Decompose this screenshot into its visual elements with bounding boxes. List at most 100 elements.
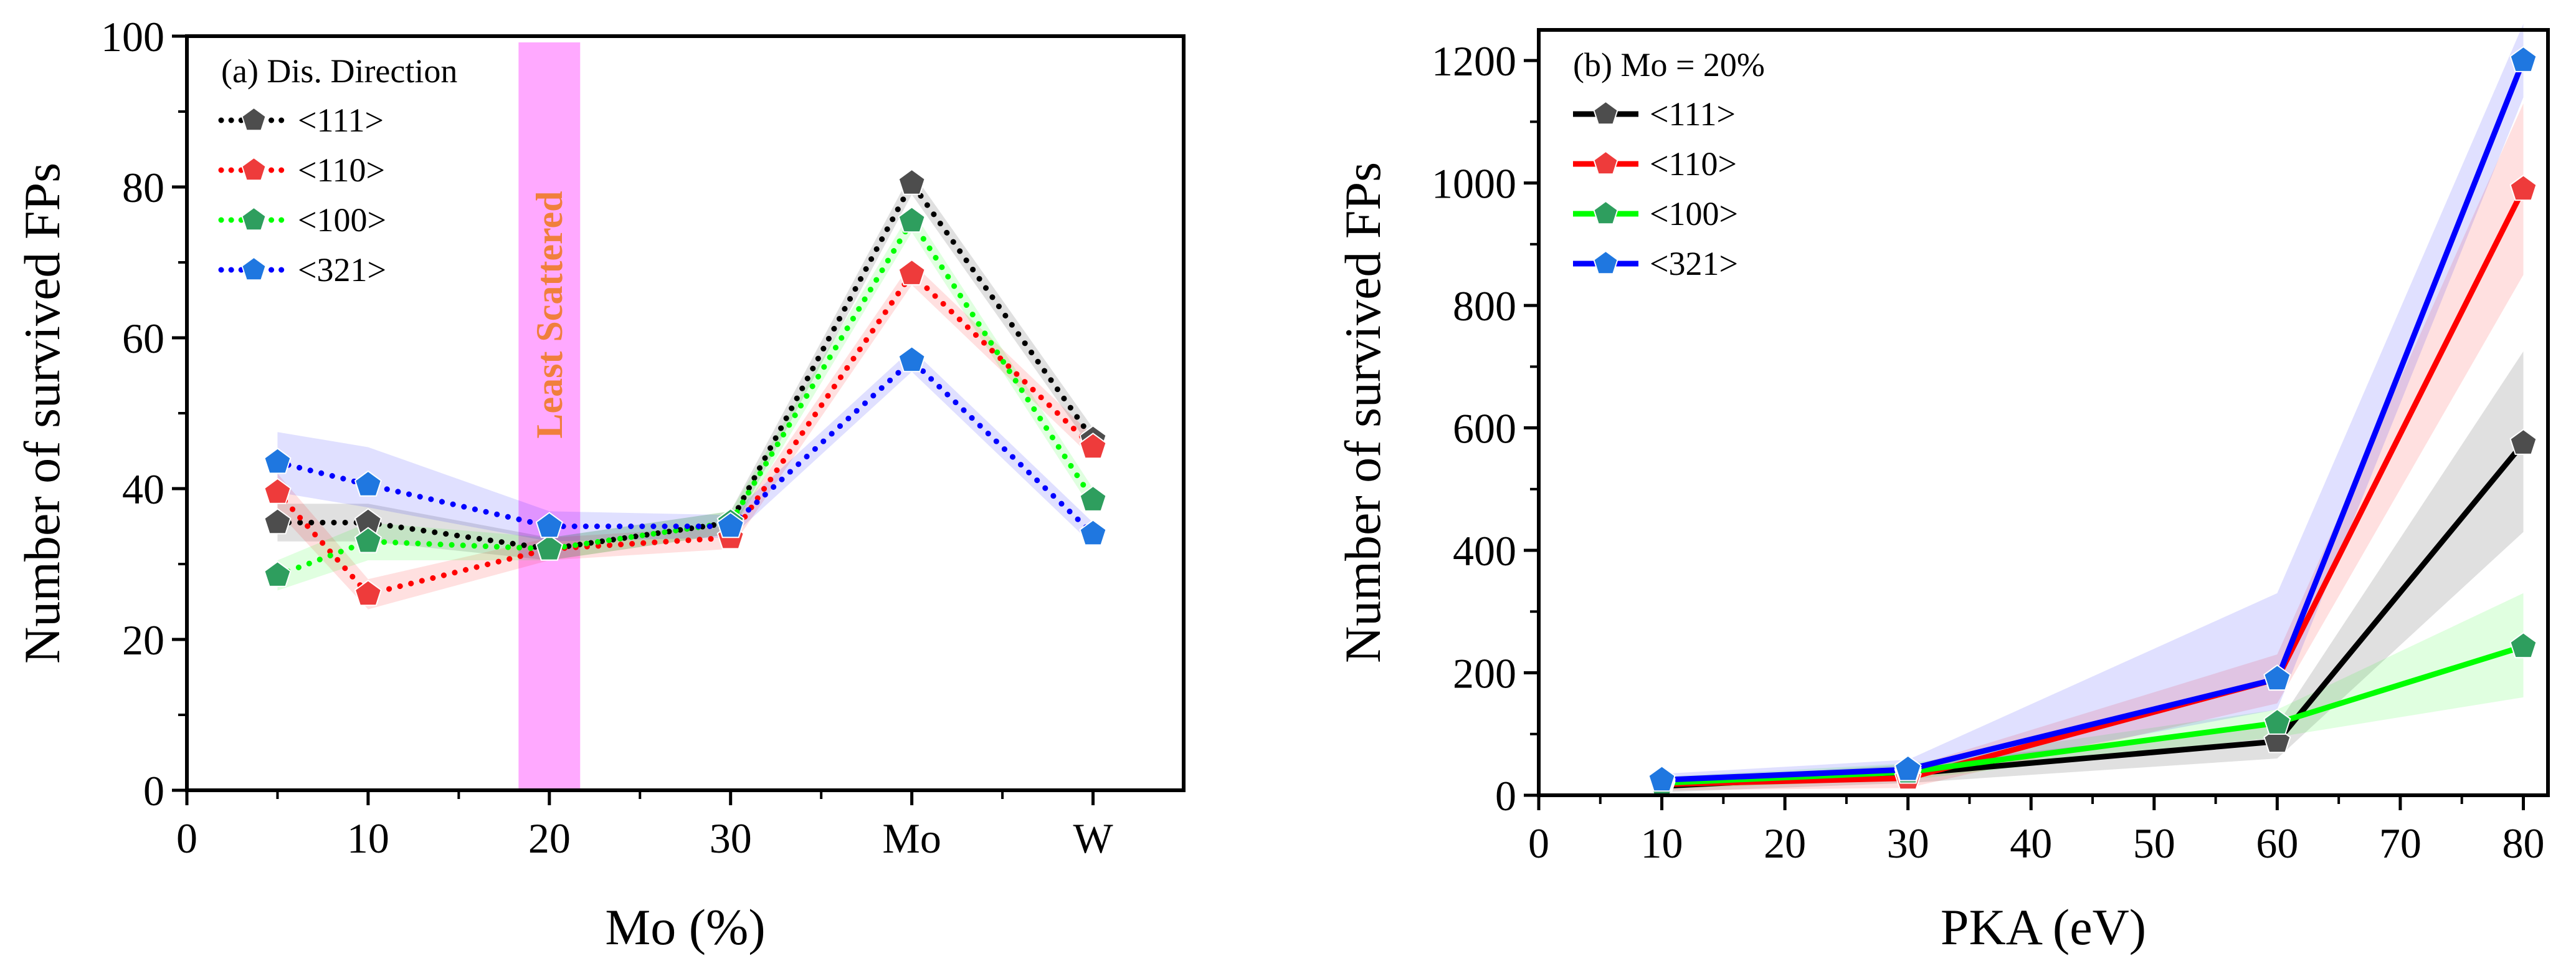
panel-b-marker-321 bbox=[2263, 664, 2291, 691]
panel-b-x-tick-label: 60 bbox=[2256, 820, 2298, 867]
panel-b-x-tick-label: 80 bbox=[2502, 820, 2544, 867]
panel-a-marker-100 bbox=[535, 534, 563, 561]
panel-b-x-tick-label: 20 bbox=[1764, 820, 1806, 867]
panel-a-legend-marker-321 bbox=[241, 256, 267, 281]
panel-a-marker-100 bbox=[1079, 485, 1107, 512]
panel-a-line-321 bbox=[274, 356, 1096, 537]
panel-b-marker-110 bbox=[2509, 175, 2537, 201]
panel-b-x-tick-label: 10 bbox=[1641, 820, 1683, 867]
panel-b-marker-321 bbox=[1648, 765, 1676, 792]
panel-a-legend-marker-110 bbox=[241, 156, 267, 181]
panel-a-y-tick-label: 40 bbox=[122, 466, 164, 513]
panel-b-legend: <111> <110> <100> <321> bbox=[1573, 95, 1738, 282]
panel-b-line-110 bbox=[1661, 188, 2526, 787]
panel-b-legend-marker-321 bbox=[1593, 250, 1618, 275]
panel-b-marker-321 bbox=[1894, 755, 1922, 782]
panel-b-label: (b) Mo = 20% bbox=[1573, 46, 1765, 84]
panel-a-label: (a) Dis. Direction bbox=[221, 52, 457, 90]
panel-a-line-100 bbox=[274, 215, 1096, 578]
panel-a-marker-110 bbox=[354, 580, 382, 606]
panel-a-legend-marker-100 bbox=[241, 206, 267, 231]
least-scattered-highlight bbox=[518, 42, 581, 790]
panel-a-x-axis-title: Mo (%) bbox=[605, 899, 765, 955]
panel-a-marker-321 bbox=[354, 470, 382, 497]
panel-b-y-tick-label: 600 bbox=[1453, 405, 1516, 452]
panel-a-legend-marker-111 bbox=[241, 107, 267, 132]
panel-b-y-axis-title: Number of survived FPs bbox=[1334, 162, 1391, 663]
panel-a-marker-321 bbox=[898, 346, 926, 373]
panel-b-marker-321 bbox=[2509, 45, 2537, 72]
panel-a-x-tick-label: 0 bbox=[176, 815, 197, 862]
panel-a: 0 10 20 30 Mo W 0 20 40 60 80 100 <111> <110> <100> <3… bbox=[14, 13, 1186, 955]
panel-b-y-tick-label: 800 bbox=[1453, 282, 1516, 330]
panel-a-marker-111 bbox=[898, 168, 926, 195]
panel-b-marker-111 bbox=[2509, 428, 2537, 455]
panel-b-legend-marker-100 bbox=[1593, 200, 1618, 225]
panel-b-legend-marker-111 bbox=[1593, 100, 1618, 125]
panel-b-y-tick-label: 1000 bbox=[1432, 160, 1516, 208]
panel-a-markers bbox=[264, 168, 1107, 606]
panel-a-legend: <111> <110> <100> <321> bbox=[218, 102, 386, 289]
panel-a-line-110 bbox=[274, 269, 1096, 598]
panel-b-marker-100 bbox=[2263, 708, 2291, 735]
panel-a-marker-321 bbox=[535, 512, 563, 538]
panel-b-marker-100 bbox=[2509, 632, 2537, 659]
panel-b-legend-label-110: <110> bbox=[1650, 145, 1737, 183]
panel-b-legend-label-100: <100> bbox=[1650, 195, 1738, 232]
panel-a-marker-100 bbox=[264, 560, 292, 587]
panel-a-marker-110 bbox=[264, 477, 292, 504]
panel-b-legend-label-111: <111> bbox=[1650, 95, 1736, 133]
panel-b-y-tick-label: 0 bbox=[1495, 772, 1516, 820]
panel-a-marker-111 bbox=[264, 508, 292, 535]
panel-a-x-tick-label: Mo bbox=[882, 815, 941, 862]
panel-a-band-321 bbox=[277, 349, 1093, 545]
panel-a-marker-100 bbox=[898, 206, 926, 233]
panel-a-y-tick-label: 100 bbox=[101, 13, 164, 60]
panel-a-marker-110 bbox=[1079, 433, 1107, 459]
panel-b-band-111 bbox=[1661, 351, 2524, 793]
panel-b-legend-label-321: <321> bbox=[1650, 245, 1738, 282]
panel-a-marker-321 bbox=[1079, 519, 1107, 546]
panel-a-legend-label-321: <321> bbox=[298, 251, 386, 289]
panel-a-marker-321 bbox=[716, 512, 744, 538]
panel-a-x-tick-label: 30 bbox=[710, 815, 752, 862]
least-scattered-label: Least Scattered bbox=[529, 191, 570, 438]
panel-b-lines bbox=[1661, 59, 2526, 789]
panel-b-x-axis-title: PKA (eV) bbox=[1941, 899, 2146, 955]
panel-a-x-tick-label: 20 bbox=[528, 815, 571, 862]
panel-a-legend-label-111: <111> bbox=[298, 102, 384, 139]
panel-a-y-axis-title: Number of survived FPs bbox=[14, 163, 70, 664]
panel-b-x-tick-label: 70 bbox=[2379, 820, 2422, 867]
panel-b-y-tick-label: 1200 bbox=[1432, 37, 1516, 85]
panel-a-band-100 bbox=[277, 209, 1093, 591]
panel-a-legend-label-110: <110> bbox=[298, 151, 385, 189]
panel-a-band-110 bbox=[277, 262, 1093, 610]
panel-b-x-tick-label: 50 bbox=[2133, 820, 2175, 867]
panel-a-y-tick-label: 80 bbox=[122, 164, 164, 211]
panel-b-plot-frame bbox=[1537, 28, 2550, 797]
panel-b-x-tick-label: 30 bbox=[1887, 820, 1929, 867]
panel-a-legend-label-100: <100> bbox=[298, 201, 386, 239]
panel-b-x-tick-label: 40 bbox=[2010, 820, 2052, 867]
highlight-band bbox=[518, 42, 581, 790]
panel-a-x-tick-label: 10 bbox=[347, 815, 389, 862]
panel-a-y-tick-label: 60 bbox=[122, 315, 164, 362]
panel-a-x-tick-label: W bbox=[1073, 815, 1113, 862]
panel-b-line-321 bbox=[1661, 59, 2526, 783]
panel-a-ticks: 0 10 20 30 Mo W 0 20 40 60 80 100 bbox=[101, 13, 1113, 862]
panel-b-legend-marker-110 bbox=[1593, 150, 1618, 175]
panel-a-marker-321 bbox=[264, 447, 292, 474]
panel-b-markers bbox=[1648, 45, 2537, 798]
panel-a-marker-110 bbox=[898, 259, 926, 285]
panel-a-marker-100 bbox=[354, 527, 382, 553]
panel-a-lines bbox=[274, 178, 1096, 598]
panel-b-y-tick-label: 400 bbox=[1453, 527, 1516, 575]
panel-b-x-tick-label: 0 bbox=[1528, 820, 1549, 867]
panel-a-y-tick-label: 0 bbox=[143, 767, 164, 815]
panel-b-y-tick-label: 200 bbox=[1453, 650, 1516, 697]
panel-a-y-tick-label: 20 bbox=[122, 616, 164, 664]
